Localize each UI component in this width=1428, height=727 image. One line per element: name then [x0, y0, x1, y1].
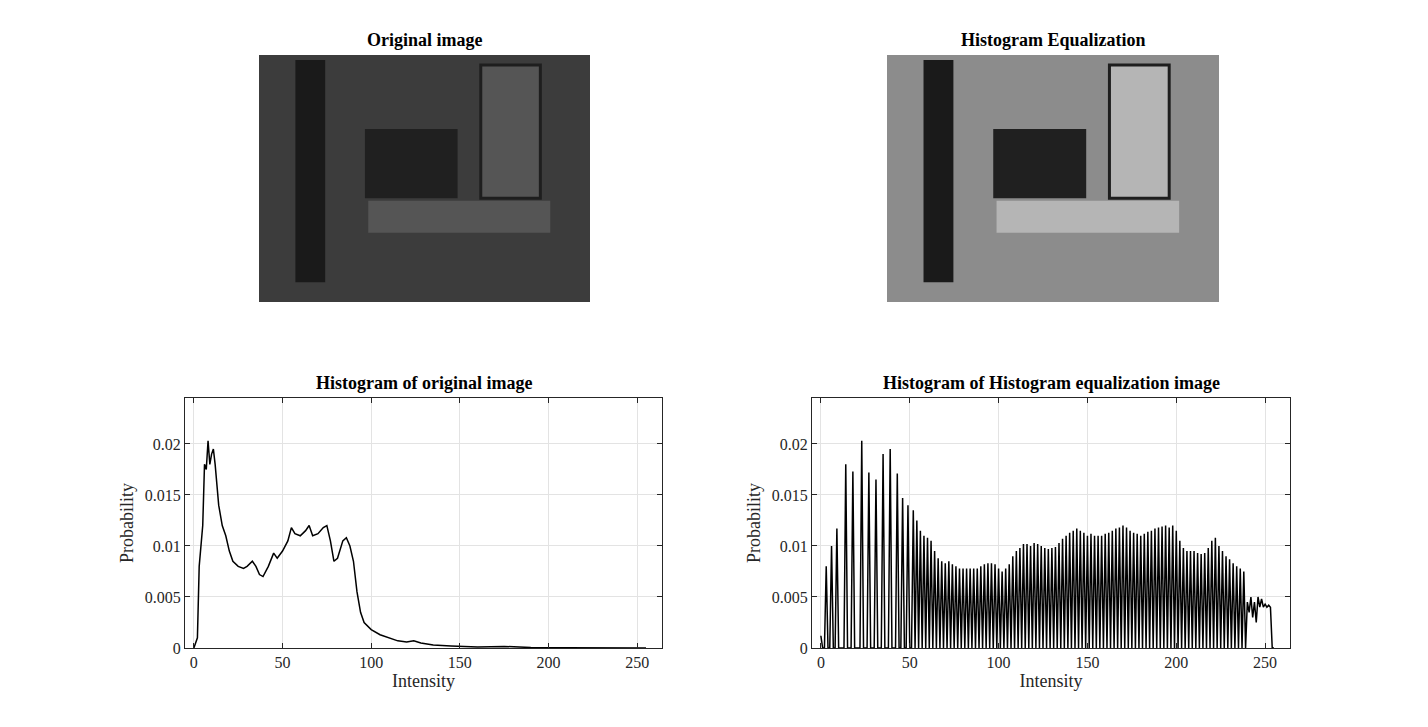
svg-text:0.015: 0.015: [772, 487, 808, 504]
svg-text:0: 0: [800, 640, 808, 657]
svg-text:100: 100: [987, 654, 1011, 671]
svg-text:0: 0: [173, 640, 181, 657]
svg-text:Intensity: Intensity: [392, 671, 455, 691]
svg-text:250: 250: [1253, 654, 1277, 671]
svg-text:Histogram of original image: Histogram of original image: [316, 373, 532, 393]
svg-text:Intensity: Intensity: [1020, 671, 1083, 691]
svg-text:250: 250: [625, 654, 649, 671]
svg-text:150: 150: [1075, 654, 1099, 671]
svg-text:50: 50: [275, 654, 291, 671]
svg-text:200: 200: [1164, 654, 1188, 671]
svg-text:Histogram of Histogram equaliz: Histogram of Histogram equalization imag…: [883, 373, 1220, 393]
svg-text:0: 0: [817, 654, 825, 671]
svg-text:Probability: Probability: [117, 483, 137, 563]
svg-text:0.01: 0.01: [153, 538, 181, 555]
svg-text:Original image: Original image: [367, 30, 483, 50]
svg-text:0.01: 0.01: [780, 538, 808, 555]
svg-text:0.02: 0.02: [153, 436, 181, 453]
svg-text:0.015: 0.015: [145, 487, 181, 504]
svg-text:0.005: 0.005: [772, 589, 808, 606]
svg-text:200: 200: [537, 654, 561, 671]
svg-text:100: 100: [359, 654, 383, 671]
svg-text:Histogram Equalization: Histogram Equalization: [961, 30, 1146, 50]
svg-text:0.005: 0.005: [145, 589, 181, 606]
svg-text:50: 50: [902, 654, 918, 671]
svg-text:0.02: 0.02: [780, 436, 808, 453]
svg-text:Probability: Probability: [744, 483, 764, 563]
svg-text:150: 150: [448, 654, 472, 671]
svg-text:0: 0: [190, 654, 198, 671]
